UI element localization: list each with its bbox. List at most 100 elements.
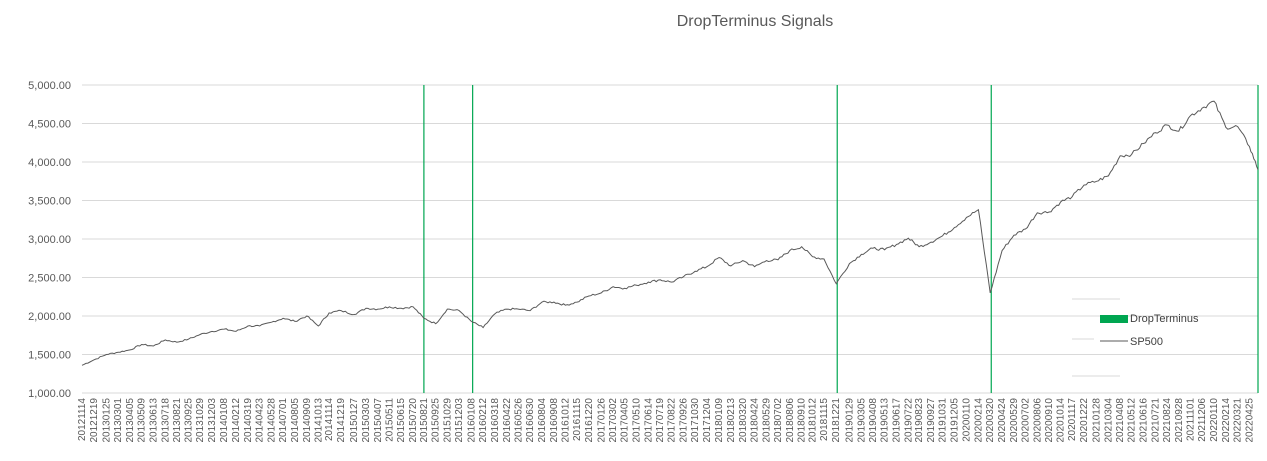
x-tick-label: 20130125	[101, 398, 112, 443]
x-tick-label: 20161220	[584, 398, 595, 443]
x-tick-label: 20150720	[408, 398, 419, 443]
x-tick-label: 20140701	[278, 398, 289, 443]
dropterminus-signal-lines	[423, 85, 1259, 393]
x-tick-label: 20180320	[738, 398, 749, 443]
x-tick-label: 20201014	[1056, 398, 1067, 443]
x-tick-label: 20151203	[454, 398, 465, 443]
x-tick-label: 20210824	[1162, 398, 1173, 443]
x-tick-label: 20160108	[466, 398, 477, 443]
x-tick-label: 20211101	[1185, 398, 1196, 441]
x-tick-label: 20140212	[231, 398, 242, 443]
x-tick-label: 20190408	[868, 398, 879, 443]
x-tick-label: 20140319	[243, 398, 254, 443]
x-tick-label: 20200214	[973, 398, 984, 443]
x-tick-label: 20160908	[549, 398, 560, 443]
x-tick-label: 20181012	[808, 398, 819, 443]
x-tick-label: 20180910	[797, 398, 808, 443]
x-tick-label: 20160318	[490, 398, 501, 443]
y-tick-label: 2,000.00	[28, 311, 71, 323]
x-tick-labels: 20121114 20121219 20130125 20130301 20130405…	[77, 398, 1256, 443]
x-tick-label: 20200910	[1044, 398, 1055, 443]
x-tick-label: 20201222	[1079, 398, 1090, 443]
x-tick-label: 20170126	[596, 398, 607, 443]
x-tick-label: 20140108	[219, 398, 230, 443]
x-tick-label: 20210721	[1150, 398, 1161, 443]
x-tick-label: 20121219	[89, 398, 100, 443]
x-tick-label: 20180806	[785, 398, 796, 443]
x-tick-label: 20161115	[572, 398, 583, 441]
y-tick-label: 3,500.00	[28, 196, 71, 208]
x-tick-label: 20160630	[525, 398, 536, 443]
x-tick-label: 20220321	[1233, 398, 1244, 443]
x-tick-label: 20121114	[77, 398, 88, 441]
x-tick-label: 20141114	[324, 398, 335, 441]
x-tick-label: 20210616	[1139, 398, 1150, 443]
x-tick-label: 20171204	[702, 398, 713, 443]
x-tick-label: 20150821	[419, 398, 430, 443]
legend-swatch-dropterminus	[1100, 315, 1128, 323]
x-tick-label: 20210512	[1127, 398, 1138, 443]
x-tick-label: 20171030	[690, 398, 701, 443]
x-tick-label: 20210304	[1103, 398, 1114, 443]
x-tick-label: 20140423	[255, 398, 266, 443]
y-gridlines	[82, 84, 1258, 394]
x-tick-label: 20141013	[313, 398, 324, 443]
x-tick-label: 20210128	[1092, 398, 1103, 443]
x-tick-label: 20170302	[608, 398, 619, 443]
y-tick-label: 2,500.00	[28, 273, 71, 285]
y-tick-label: 1,500.00	[28, 350, 71, 362]
chart-title: DropTerminus Signals	[677, 13, 834, 30]
x-tick-label: 20140528	[267, 398, 278, 443]
x-tick-label: 20190617	[891, 398, 902, 443]
x-tick-label: 20150925	[431, 398, 442, 443]
x-tick-label: 20130509	[137, 398, 148, 443]
x-tick-label: 20211206	[1197, 398, 1208, 442]
x-tick-label: 20130301	[113, 398, 124, 443]
x-tick-label: 20200702	[1020, 398, 1031, 443]
x-tick-label: 20150407	[373, 398, 384, 443]
x-tick-label: 20150615	[396, 398, 407, 443]
x-tick-label: 20190722	[903, 398, 914, 443]
x-tick-label: 20220110	[1209, 398, 1220, 442]
x-tick-label: 20130821	[172, 398, 183, 443]
x-tick-label: 20131203	[207, 398, 218, 443]
x-tick-label: 20180109	[714, 398, 725, 443]
x-tick-label: 20130613	[148, 398, 159, 443]
y-tick-label: 3,000.00	[28, 234, 71, 246]
x-tick-label: 20130718	[160, 398, 171, 443]
sp500-line	[81, 100, 1259, 366]
x-tick-label: 20170822	[667, 398, 678, 443]
x-tick-label: 20161012	[560, 398, 571, 443]
x-tick-label: 20200806	[1032, 398, 1043, 443]
x-tick-label: 20200320	[985, 398, 996, 443]
x-tick-label: 20130925	[184, 398, 195, 443]
x-tick-label: 20150303	[361, 398, 372, 443]
x-tick-label: 20180702	[773, 398, 784, 443]
x-tick-label: 20210928	[1174, 398, 1185, 443]
x-tick-label: 20200424	[997, 398, 1008, 443]
y-tick-label: 4,000.00	[28, 157, 71, 169]
x-tick-label: 20181221	[831, 398, 842, 443]
x-tick-label: 20170614	[643, 398, 654, 443]
x-tick-label: 20160212	[478, 398, 489, 443]
x-tick-label: 20220214	[1221, 398, 1232, 443]
x-tick-label: 20160804	[537, 398, 548, 443]
sp500-series	[81, 100, 1259, 366]
x-tick-label: 20210408	[1115, 398, 1126, 443]
x-tick-label: 20180529	[761, 398, 772, 443]
legend-label-sp500: SP500	[1130, 336, 1163, 348]
x-tick-label: 20131029	[195, 398, 206, 443]
x-tick-label: 20181115	[819, 398, 830, 441]
x-tick-label: 20190927	[926, 398, 937, 443]
y-tick-label: 4,500.00	[28, 119, 71, 131]
x-tick-label: 20170405	[620, 398, 631, 443]
x-tick-label: 20140909	[302, 398, 313, 443]
y-tick-labels: 5,000.00 4,500.00 4,000.00 3,500.00 3,000.00…	[28, 80, 71, 400]
x-tick-label: 20220425	[1245, 398, 1256, 443]
x-tick-label: 20200529	[1009, 398, 1020, 443]
x-tick-label: 20190129	[844, 398, 855, 443]
x-tick-label: 20191205	[949, 398, 960, 443]
x-tick-label: 20201117	[1067, 398, 1078, 441]
legend-label-dropterminus: DropTerminus	[1130, 313, 1199, 325]
